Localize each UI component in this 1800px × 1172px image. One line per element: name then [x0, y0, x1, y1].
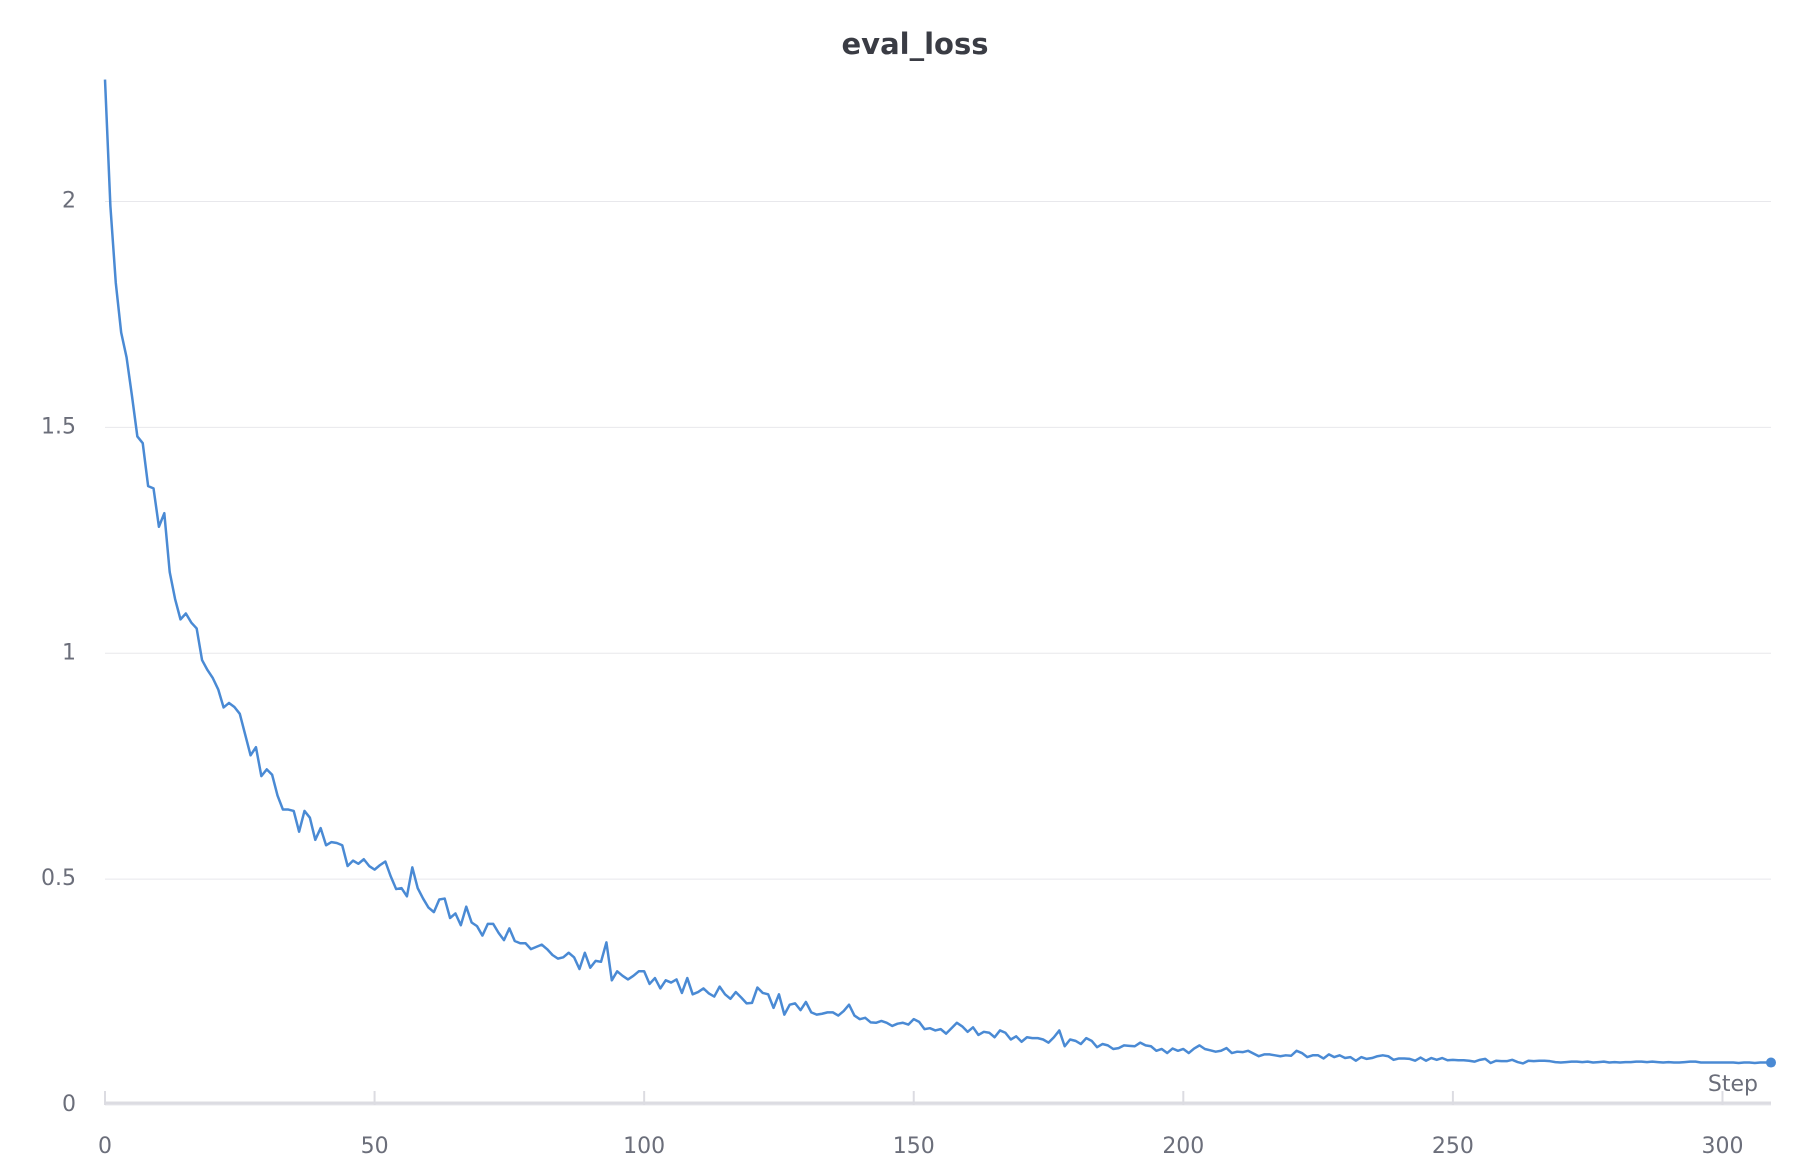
x-tick-label: 0 — [98, 1134, 112, 1159]
y-tick-label: 1 — [62, 640, 76, 665]
last-point — [1766, 1057, 1776, 1068]
x-tick-label: 300 — [1701, 1134, 1743, 1159]
x-tick-label: 150 — [893, 1134, 935, 1159]
x-tick-label: 250 — [1432, 1134, 1474, 1159]
line — [103, 79, 1771, 1065]
x-axis-label: Step — [1708, 1072, 1758, 1097]
chart-title: eval_loss — [842, 27, 989, 61]
y-tick-label: 0.5 — [41, 866, 76, 891]
x-tick-label: 200 — [1162, 1134, 1204, 1159]
x-tick-label: 50 — [361, 1134, 389, 1159]
y-tick-label: 1.5 — [41, 414, 76, 439]
x-tick-label: 100 — [623, 1134, 665, 1159]
y-tick-label: 0 — [62, 1092, 76, 1117]
y-tick-label: 2 — [62, 189, 76, 214]
